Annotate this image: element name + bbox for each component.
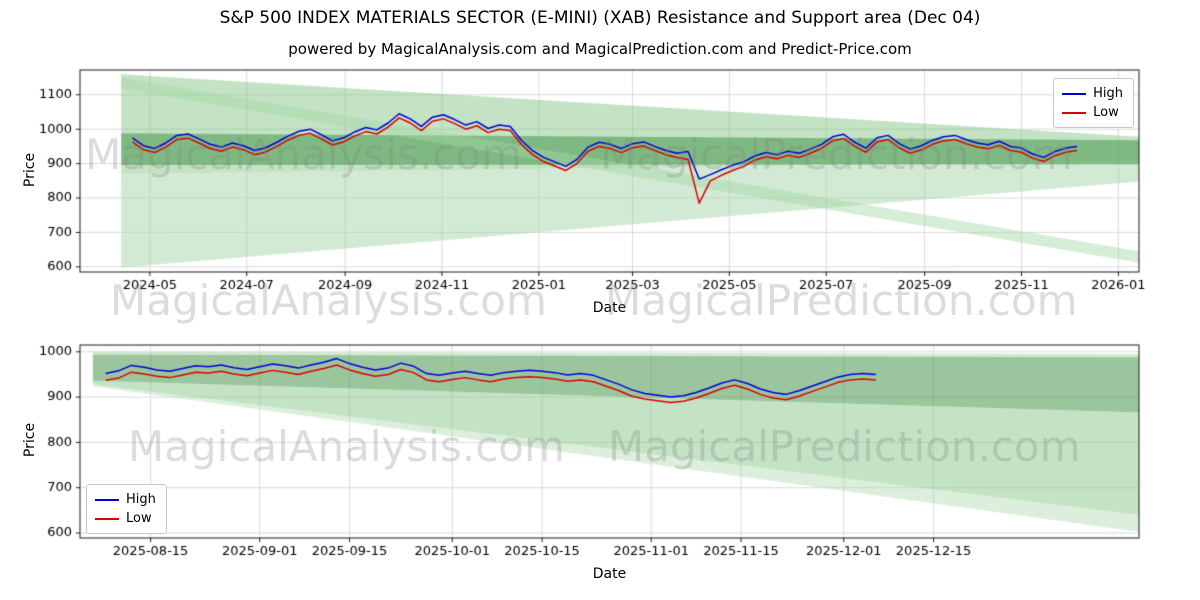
x-axis-label-bottom: Date <box>592 566 627 582</box>
legend-label-high: High <box>1093 86 1123 101</box>
chart-subtitle: powered by MagicalAnalysis.com and Magic… <box>288 40 912 58</box>
legend-label-high: High <box>126 492 156 507</box>
legend-bottom-chart: High Low <box>86 484 167 534</box>
legend-label-low: Low <box>126 511 152 526</box>
chart-title: S&P 500 INDEX MATERIALS SECTOR (E-MINI) … <box>219 8 981 28</box>
high-line-swatch-icon <box>95 498 119 501</box>
legend-item-low: Low <box>95 509 156 528</box>
high-line-swatch-icon <box>1062 92 1087 95</box>
legend-item-high: High <box>1062 84 1123 103</box>
low-line-swatch-icon <box>1062 111 1087 114</box>
legend-item-low: Low <box>1062 103 1123 122</box>
y-axis-label-bottom: Price <box>22 422 38 458</box>
legend-top-chart: High Low <box>1053 78 1134 128</box>
legend-item-high: High <box>95 490 156 509</box>
legend-label-low: Low <box>1093 105 1119 120</box>
low-line-swatch-icon <box>95 517 119 520</box>
y-axis-label-top: Price <box>22 152 38 188</box>
x-axis-label-top: Date <box>592 300 627 316</box>
